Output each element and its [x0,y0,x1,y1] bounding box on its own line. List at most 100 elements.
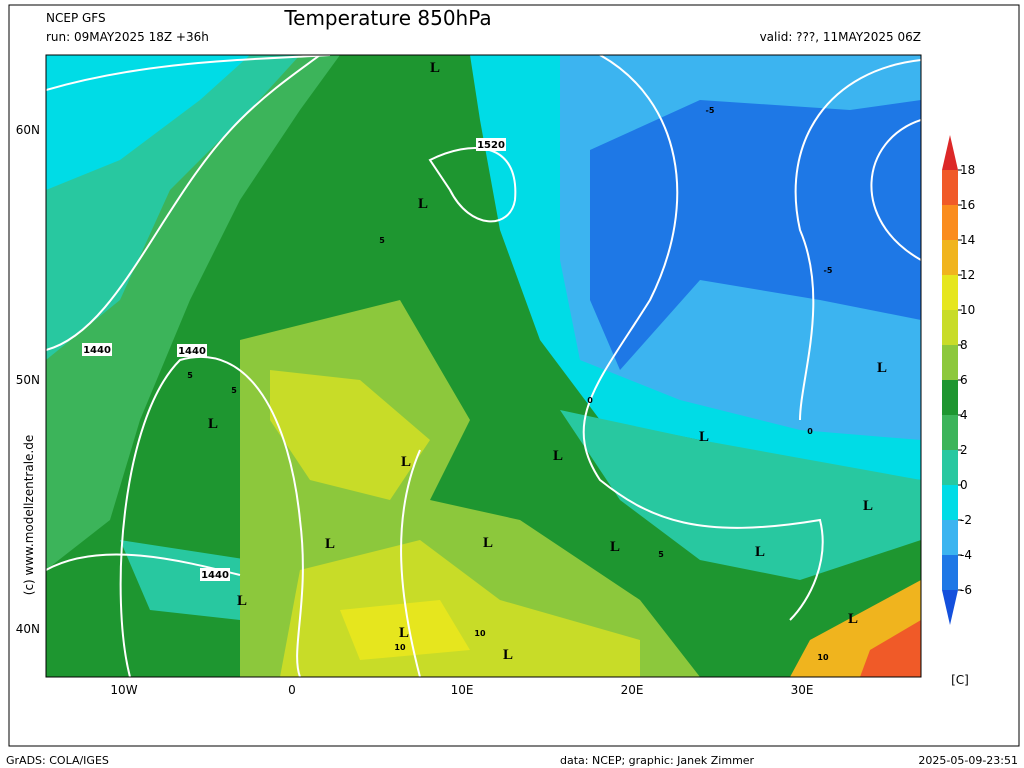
lat-label: 60N [16,123,40,137]
low-label: L [418,196,428,212]
lon-label: 20E [621,683,644,697]
contour-label: 10 [394,643,406,652]
contour-label: 1520 [477,140,505,151]
colorbar-label: 2 [960,443,968,457]
lon-axis: 10W 0 10E 20E 30E [110,683,813,697]
colorbar-label: -4 [960,548,972,562]
lon-label: 10E [451,683,474,697]
colorbar-segment [942,450,958,485]
colorbar-label: 16 [960,198,975,212]
lat-axis: 60N 50N 40N [16,123,40,636]
colorbar-label: 12 [960,268,975,282]
lat-label: 40N [16,622,40,636]
colorbar-label: 18 [960,163,975,177]
contour [46,55,321,351]
low-label: L [401,454,411,470]
colorbar-segment [942,380,958,415]
colorbar-segment [942,485,958,520]
colorbar-top [942,135,958,170]
colorbar-label: 10 [960,303,975,317]
footer-timestamp: 2025-05-09-23:51 [918,754,1018,767]
contour-label: 10 [474,629,486,638]
colorbar-label: 0 [960,478,968,492]
field [340,600,470,660]
colorbar-segment [942,240,958,275]
contour [400,449,421,677]
colorbar-label: 6 [960,373,968,387]
low-label: L [325,536,335,552]
low-labels: L L L L L L L L L L L L L L L L [208,60,887,663]
low-label: L [755,544,765,560]
lon-label: 30E [791,683,814,697]
side-credit: (c) www.modellzentrale.de [22,435,36,595]
contour-label: -5 [706,106,715,115]
contour [119,355,304,677]
field [46,55,250,190]
contour-label: 1440 [178,346,206,357]
colorbar-segment [942,345,958,380]
contour [794,59,921,421]
low-label: L [483,535,493,551]
colorbar-label: -2 [960,513,972,527]
colorbar-segment [942,520,958,555]
title: Temperature 850hPa [283,6,491,30]
footer-left: GrADS: COLA/IGES [6,754,109,767]
low-label: L [848,611,858,627]
model: NCEP GFS [46,11,106,25]
colorbar-segment [942,555,958,590]
plot-border [45,54,922,678]
contour-label: 1440 [201,570,229,581]
low-label: L [863,498,873,514]
contour-label-box [476,138,506,151]
contour-label: 5 [231,386,237,395]
field [560,410,921,580]
contour [428,147,517,223]
contour-label: -5 [824,266,833,275]
colorbar-segment [942,275,958,310]
field [270,370,430,500]
colorbar-label: 4 [960,408,968,422]
field [860,620,921,677]
low-label: L [237,593,247,609]
contour-label: 5 [187,371,193,380]
contour-label: 5 [658,550,664,559]
contour-label-box [200,568,230,581]
lat-label: 50N [16,373,40,387]
contour-label: 10 [817,653,829,662]
low-label: L [699,429,709,445]
colorbar: 18 16 14 12 10 8 6 4 2 0 -2 -4 -6 [942,135,975,625]
run: run: 09MAY2025 18Z +36h [46,30,209,44]
colorbar-label: 14 [960,233,975,247]
colorbar-unit: [C] [951,673,969,687]
colorbar-label: -6 [960,583,972,597]
low-label: L [503,647,513,663]
lon-label: 10W [110,683,137,697]
contour-label-box [82,343,112,356]
low-label: L [208,416,218,432]
colorbar-segment [942,415,958,450]
colorbar-label: 8 [960,338,968,352]
valid: valid: ???, 11MAY2025 06Z [760,30,921,44]
low-label: L [877,360,887,376]
colorbar-segment [942,170,958,205]
contour-label: 0 [807,427,813,436]
colorbar-segment [942,205,958,240]
field [120,540,250,620]
contour-label: 5 [379,236,385,245]
contour [582,55,824,621]
contours [46,55,921,677]
contour-label-box [177,344,207,357]
map [46,55,921,677]
colorbar-bottom [942,590,958,625]
contour-label: 0 [587,396,593,405]
colorbar-segment [942,310,958,345]
low-label: L [553,448,563,464]
field [590,100,921,370]
contour-labels: 1520 1440 1440 1440 5 5 5 5 0 0 -5 -5 10 10 10 [82,106,833,662]
low-label: L [399,625,409,641]
footer-credit: data: NCEP; graphic: Janek Zimmer [560,754,755,767]
contour-label: 1440 [83,345,111,356]
lon-label: 0 [288,683,296,697]
contour [870,119,921,261]
